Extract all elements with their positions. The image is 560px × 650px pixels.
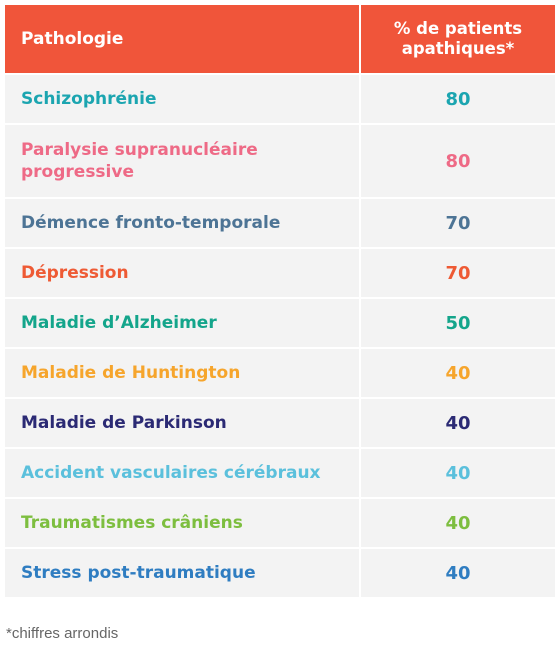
pathology-name: Démence fronto-temporale bbox=[5, 199, 361, 247]
table-row: Stress post-traumatique 40 bbox=[5, 549, 555, 599]
table-row: Démence fronto-temporale 70 bbox=[5, 199, 555, 249]
table-row: Traumatismes crâniens 40 bbox=[5, 499, 555, 549]
table-row: Accident vasculaires cérébraux 40 bbox=[5, 449, 555, 499]
table-row: Paralysie supranucléaire progressive 80 bbox=[5, 125, 555, 199]
pathology-name: Maladie d’Alzheimer bbox=[5, 299, 361, 347]
table-row: Maladie de Parkinson 40 bbox=[5, 399, 555, 449]
pathology-table: Pathologie % de patients apathiques* Sch… bbox=[5, 5, 555, 599]
percent-value: 40 bbox=[445, 462, 471, 484]
percent-value: 70 bbox=[445, 262, 471, 284]
table-row: Schizophrénie 80 bbox=[5, 75, 555, 125]
percent-value: 40 bbox=[445, 412, 471, 434]
header-percent-apathetic: % de patients apathiques* bbox=[393, 19, 523, 58]
pathology-name: Stress post-traumatique bbox=[5, 549, 361, 597]
percent-value: 80 bbox=[445, 150, 471, 172]
pathology-name: Maladie de Parkinson bbox=[5, 399, 361, 447]
percent-value: 40 bbox=[445, 562, 471, 584]
table-header: Pathologie % de patients apathiques* bbox=[5, 5, 555, 75]
percent-value: 40 bbox=[445, 512, 471, 534]
pathology-name: Maladie de Huntington bbox=[5, 349, 361, 397]
header-pathology: Pathologie bbox=[5, 5, 361, 73]
pathology-name: Dépression bbox=[5, 249, 361, 297]
footnote: *chiffres arrondis bbox=[6, 625, 119, 642]
percent-value: 70 bbox=[445, 212, 471, 234]
percent-value: 40 bbox=[445, 362, 471, 384]
pathology-name: Traumatismes crâniens bbox=[5, 499, 361, 547]
table-row: Dépression 70 bbox=[5, 249, 555, 299]
table-row: Maladie de Huntington 40 bbox=[5, 349, 555, 399]
pathology-name: Paralysie supranucléaire progressive bbox=[5, 125, 361, 197]
percent-value: 50 bbox=[445, 312, 471, 334]
percent-value: 80 bbox=[445, 88, 471, 110]
table-row: Maladie d’Alzheimer 50 bbox=[5, 299, 555, 349]
pathology-name: Schizophrénie bbox=[5, 75, 361, 123]
pathology-name: Accident vasculaires cérébraux bbox=[5, 449, 361, 497]
